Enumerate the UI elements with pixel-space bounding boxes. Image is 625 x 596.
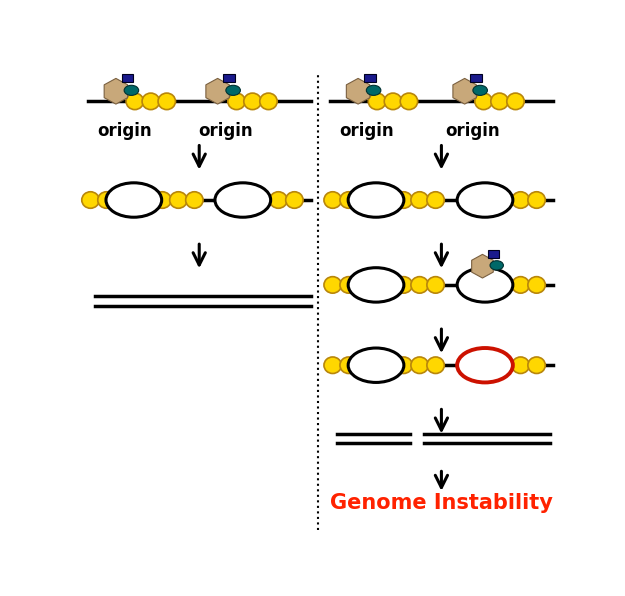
Circle shape: [340, 277, 357, 293]
Text: origin: origin: [97, 122, 151, 140]
Circle shape: [427, 357, 444, 374]
Circle shape: [186, 192, 203, 208]
Ellipse shape: [124, 85, 139, 95]
FancyBboxPatch shape: [488, 250, 499, 257]
Ellipse shape: [106, 183, 162, 217]
Circle shape: [340, 357, 357, 374]
Circle shape: [507, 93, 524, 110]
Circle shape: [491, 93, 508, 110]
Circle shape: [154, 192, 171, 208]
Circle shape: [411, 277, 428, 293]
Circle shape: [528, 277, 545, 293]
Circle shape: [228, 93, 245, 110]
FancyBboxPatch shape: [471, 74, 482, 82]
Text: origin: origin: [199, 122, 253, 140]
Circle shape: [98, 192, 115, 208]
Circle shape: [126, 93, 144, 110]
Ellipse shape: [226, 85, 241, 95]
Circle shape: [528, 357, 545, 374]
Ellipse shape: [473, 85, 488, 95]
Circle shape: [368, 93, 386, 110]
Circle shape: [324, 357, 341, 374]
FancyBboxPatch shape: [364, 74, 376, 82]
Circle shape: [427, 277, 444, 293]
Circle shape: [411, 192, 428, 208]
Circle shape: [324, 192, 341, 208]
Ellipse shape: [366, 85, 381, 95]
Circle shape: [395, 357, 412, 374]
Circle shape: [475, 93, 492, 110]
Circle shape: [82, 192, 99, 208]
Ellipse shape: [348, 268, 404, 302]
Ellipse shape: [457, 348, 513, 383]
Circle shape: [244, 93, 261, 110]
Ellipse shape: [215, 183, 271, 217]
FancyBboxPatch shape: [224, 74, 235, 82]
FancyBboxPatch shape: [122, 74, 133, 82]
Ellipse shape: [348, 183, 404, 217]
Circle shape: [324, 277, 341, 293]
Text: Genome Instability: Genome Instability: [330, 493, 553, 513]
Circle shape: [411, 357, 428, 374]
Circle shape: [395, 192, 412, 208]
Ellipse shape: [348, 348, 404, 383]
Circle shape: [400, 93, 418, 110]
Circle shape: [169, 192, 187, 208]
Circle shape: [286, 192, 303, 208]
Circle shape: [270, 192, 287, 208]
Circle shape: [427, 192, 444, 208]
Ellipse shape: [457, 183, 513, 217]
Circle shape: [528, 192, 545, 208]
Text: origin: origin: [339, 122, 394, 140]
Circle shape: [512, 357, 529, 374]
Circle shape: [260, 93, 278, 110]
Circle shape: [384, 93, 402, 110]
Text: origin: origin: [446, 122, 500, 140]
Ellipse shape: [457, 268, 513, 302]
Circle shape: [512, 192, 529, 208]
Circle shape: [512, 277, 529, 293]
Ellipse shape: [490, 260, 503, 270]
Circle shape: [158, 93, 176, 110]
Circle shape: [142, 93, 159, 110]
Circle shape: [395, 277, 412, 293]
Circle shape: [340, 192, 357, 208]
